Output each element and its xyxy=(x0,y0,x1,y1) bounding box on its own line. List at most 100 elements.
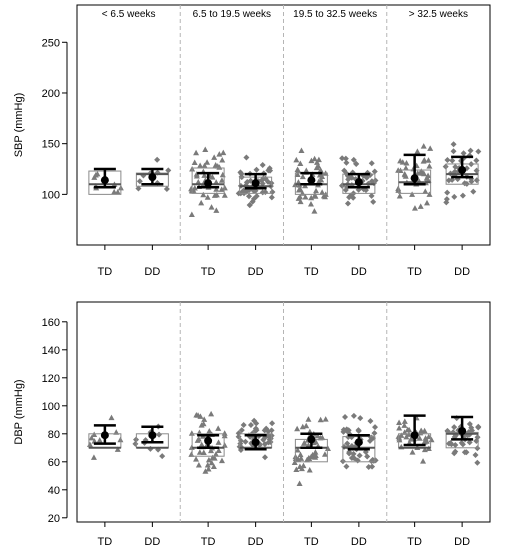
data-point xyxy=(296,463,303,469)
data-point xyxy=(314,432,321,439)
data-point xyxy=(200,449,207,456)
data-point xyxy=(306,466,313,473)
data-point xyxy=(195,461,202,468)
data-point xyxy=(188,430,195,436)
data-point xyxy=(424,199,431,206)
data-point xyxy=(268,194,275,201)
data-point xyxy=(235,430,242,437)
x-tick-label: DD xyxy=(248,536,264,548)
x-tick-label: DD xyxy=(454,536,470,548)
data-point xyxy=(211,154,218,160)
data-point xyxy=(404,426,411,433)
data-point xyxy=(343,463,350,470)
box-group xyxy=(235,154,276,209)
y-tick-label: 80 xyxy=(48,429,60,441)
data-point xyxy=(468,424,475,431)
data-point xyxy=(90,454,97,460)
data-point xyxy=(92,172,99,178)
data-point xyxy=(425,157,432,163)
data-point xyxy=(163,186,170,193)
x-tick-label: DD xyxy=(144,266,160,278)
data-point xyxy=(252,427,259,434)
mean-marker xyxy=(354,438,363,447)
data-point xyxy=(362,449,369,456)
data-point xyxy=(318,176,325,183)
x-tick-label: DD xyxy=(351,536,367,548)
data-point xyxy=(215,439,222,445)
data-point xyxy=(191,159,198,165)
data-point xyxy=(368,160,375,167)
data-point xyxy=(365,464,372,471)
data-point xyxy=(204,159,211,165)
data-point xyxy=(339,155,346,162)
data-point xyxy=(209,174,216,180)
data-point xyxy=(423,438,430,444)
data-point xyxy=(367,418,374,425)
data-point xyxy=(460,150,467,157)
data-point xyxy=(450,141,457,148)
data-point xyxy=(207,447,214,454)
mean-marker xyxy=(354,178,363,187)
data-point xyxy=(251,417,258,424)
y-tick-label: 100 xyxy=(42,401,60,413)
mean-marker xyxy=(307,435,316,444)
x-tick-label: TD xyxy=(98,536,113,548)
data-point xyxy=(350,194,357,201)
data-point xyxy=(444,156,451,163)
data-point xyxy=(342,186,349,193)
data-point xyxy=(200,191,207,198)
data-point xyxy=(210,463,217,469)
data-point xyxy=(466,439,473,446)
data-point xyxy=(194,437,201,443)
y-tick-label: 150 xyxy=(42,139,60,151)
data-point xyxy=(350,450,357,457)
data-point xyxy=(156,431,163,438)
data-point xyxy=(461,449,468,456)
x-tick-label: TD xyxy=(407,536,422,548)
data-point xyxy=(213,207,220,213)
mean-marker xyxy=(251,179,260,188)
data-point xyxy=(299,173,306,180)
data-point xyxy=(293,466,300,472)
data-point xyxy=(451,193,458,200)
data-point xyxy=(201,416,208,422)
data-point xyxy=(246,202,253,209)
data-point xyxy=(88,434,95,441)
data-point xyxy=(188,451,195,457)
mean-marker xyxy=(458,427,467,435)
x-tick-label: TD xyxy=(98,266,113,278)
data-point xyxy=(448,441,455,448)
mean-marker xyxy=(100,176,109,185)
mean-marker xyxy=(410,431,419,440)
data-point xyxy=(221,430,228,436)
data-point xyxy=(472,451,479,458)
data-point xyxy=(303,167,310,173)
data-point xyxy=(305,442,312,448)
mean-marker xyxy=(251,438,260,447)
data-point xyxy=(114,446,121,452)
data-point xyxy=(423,175,430,181)
data-point xyxy=(422,188,429,194)
data-point xyxy=(396,419,403,425)
box-group xyxy=(88,167,124,195)
data-point xyxy=(342,414,349,421)
data-point xyxy=(238,427,245,434)
data-point xyxy=(300,462,307,469)
data-point xyxy=(353,160,360,167)
data-point xyxy=(204,194,211,200)
data-point xyxy=(355,427,362,434)
data-point xyxy=(308,157,315,164)
y-axis-label: DBP (mmHg) xyxy=(13,379,25,444)
data-point xyxy=(218,186,225,192)
data-point xyxy=(426,191,433,197)
data-point xyxy=(396,192,403,199)
box-group xyxy=(292,147,329,214)
data-point xyxy=(212,162,219,168)
x-tick-label: DD xyxy=(454,266,470,278)
data-point xyxy=(297,160,304,167)
data-point xyxy=(196,449,203,455)
data-point xyxy=(324,445,331,451)
data-point xyxy=(317,416,324,423)
